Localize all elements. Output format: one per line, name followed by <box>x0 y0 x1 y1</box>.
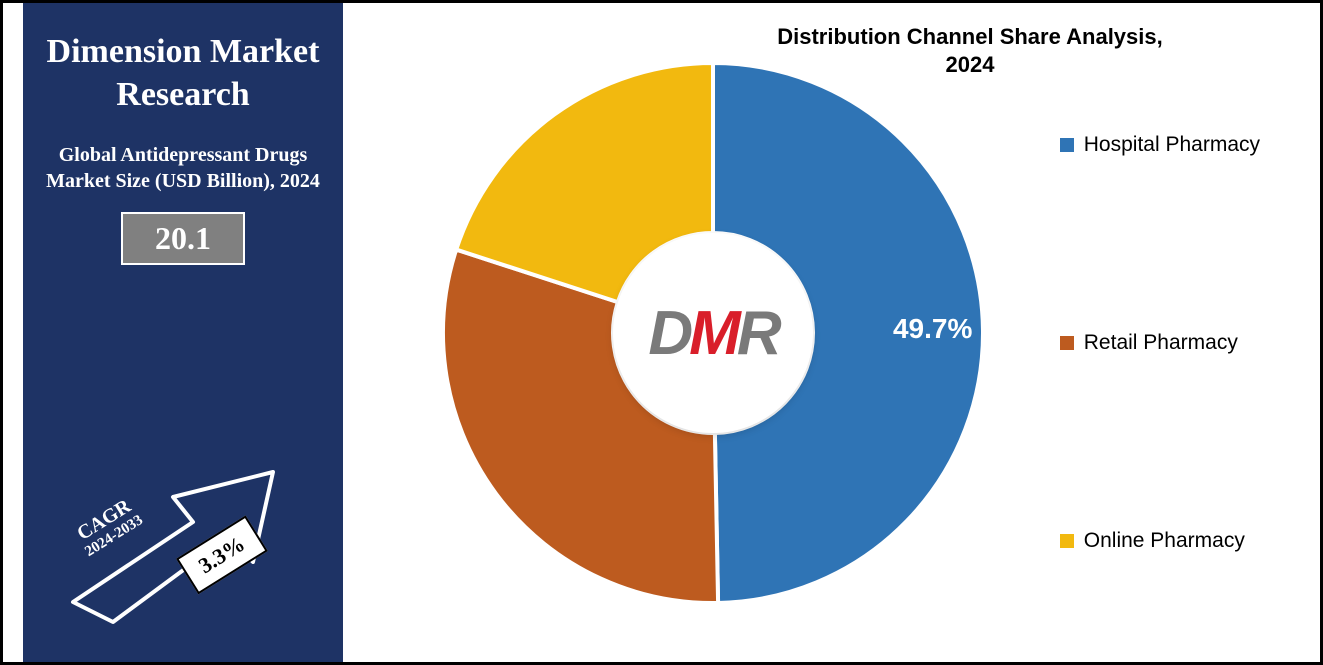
left-panel: Dimension Market Research Global Antidep… <box>23 3 343 662</box>
legend-swatch <box>1060 534 1074 548</box>
legend-swatch <box>1060 138 1074 152</box>
donut-chart: DMR 49.7% <box>433 53 993 613</box>
infographic-frame: Dimension Market Research Global Antidep… <box>0 0 1323 665</box>
legend-label: Retail Pharmacy <box>1084 331 1238 355</box>
legend-label: Online Pharmacy <box>1084 529 1245 553</box>
legend-item: Online Pharmacy <box>1060 529 1260 553</box>
segment-percent-label: 49.7% <box>893 313 972 345</box>
legend-item: Retail Pharmacy <box>1060 331 1260 355</box>
logo-letter-d: D <box>648 298 689 369</box>
chart-legend: Hospital Pharmacy Retail Pharmacy Online P… <box>1060 133 1260 553</box>
market-size-value: 20.1 <box>121 212 245 265</box>
brand-name: Dimension Market Research <box>45 31 321 116</box>
legend-item: Hospital Pharmacy <box>1060 133 1260 157</box>
market-size-subtitle: Global Antidepressant Drugs Market Size … <box>45 142 321 194</box>
logo-letter-r: R <box>737 298 778 369</box>
legend-swatch <box>1060 336 1074 350</box>
legend-label: Hospital Pharmacy <box>1084 133 1260 157</box>
cagr-arrow: CAGR 2024-2033 3.3% <box>63 452 293 632</box>
logo-letter-m: M <box>689 298 737 369</box>
dmr-logo: DMR <box>613 233 813 433</box>
right-panel: Distribution Channel Share Analysis, 202… <box>343 3 1320 662</box>
